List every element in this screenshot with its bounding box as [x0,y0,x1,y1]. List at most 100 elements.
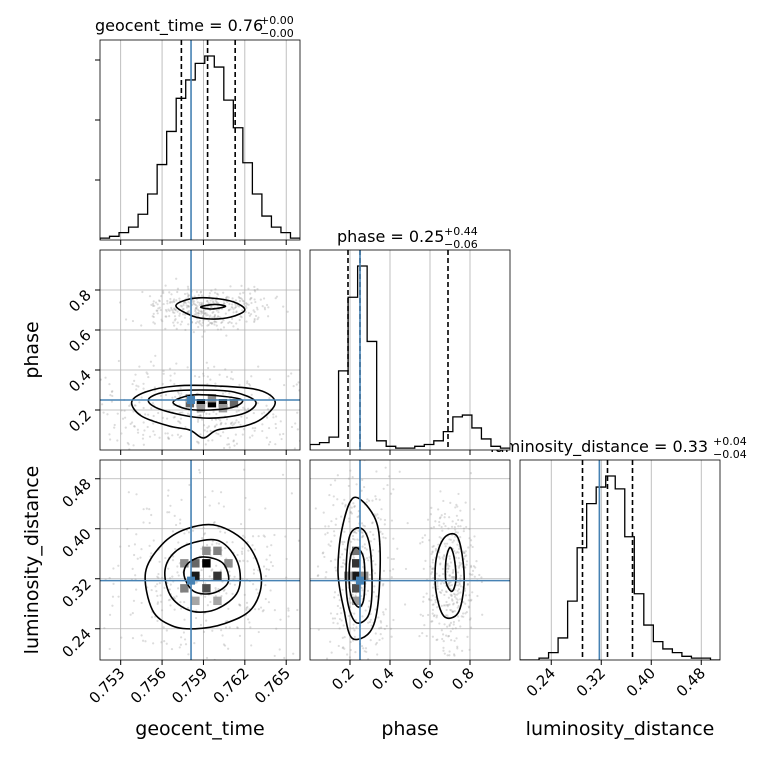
sample-point [333,591,337,594]
sample-point [324,533,327,536]
sample-point [221,392,225,395]
sample-point [92,431,94,433]
contour-luminosity_distance_vs_phase-0 [337,496,382,641]
sample-point [452,577,455,580]
sample-point [231,592,234,595]
sample-point [367,578,371,581]
sample-point [348,709,350,711]
sample-point [210,455,212,457]
sample-point [169,297,172,301]
sample-point [456,589,459,592]
sample-point [469,617,472,620]
sample-point [245,416,249,420]
sample-point [265,404,268,407]
sample-point [403,603,407,606]
sample-point [234,299,238,302]
sample-point [360,531,363,534]
sample-point [217,502,220,505]
sample-point [151,304,155,307]
sample-point [187,287,190,290]
sample-point [196,312,199,315]
sample-point [341,561,345,565]
sample-point [339,607,342,610]
sample-point [446,542,449,545]
sample-point [137,385,140,388]
sample-point [164,432,167,435]
sample-point [176,571,179,574]
sample-point [156,312,159,315]
sample-point [453,526,456,529]
contour-luminosity_distance_vs_geocent_time-2 [183,556,230,595]
sample-point [330,520,333,523]
sample-point [378,498,381,501]
sample-point [263,535,266,538]
sample-point [206,375,209,378]
sample-point [253,298,256,301]
sample-point [220,554,223,557]
sample-point [342,559,345,562]
sample-point [124,426,127,429]
sample-point [251,427,254,430]
sample-point [147,375,150,379]
sample-point [145,371,148,374]
sample-point [440,537,443,540]
y-tick-label-luminosity_distance-1: 0.32 [58,575,94,611]
sample-point [292,652,295,655]
contour-phase_vs_geocent_time-0 [175,296,246,320]
sample-point [259,298,262,301]
sample-point [275,627,278,630]
sample-point [165,310,168,313]
sample-point [165,629,168,632]
sample-point [431,551,434,554]
sample-point [111,595,115,598]
sample-point [201,335,204,338]
sample-point [231,303,234,306]
sample-point [441,529,444,532]
contour-phase_vs_geocent_time-1 [199,303,227,310]
sample-point [455,637,458,640]
sample-point [128,404,131,407]
sample-point [448,654,451,657]
sample-point [439,516,442,519]
x-tick-label-geocent_time-1: 0.756 [127,664,170,707]
sample-point [332,504,335,507]
sample-point [211,439,214,442]
sample-point [200,312,203,315]
sample-point [422,600,425,603]
sample-point [229,285,232,288]
sample-point [248,314,251,317]
sample-point [252,572,256,575]
sample-point [458,561,461,564]
sample-point [158,306,161,309]
sample-point [184,643,188,646]
sample-point [262,534,265,537]
sample-point [322,511,325,514]
sample-point [464,594,467,597]
sample-point [199,310,203,313]
sample-point [222,431,225,434]
sample-point [451,520,454,523]
sample-point [463,551,466,555]
sample-point [106,413,109,416]
sample-point [451,576,454,579]
title-luminosity-distance-minus: −0.04 [713,448,747,461]
sample-point [241,299,245,302]
sample-point [166,302,169,305]
sample-point [381,584,385,587]
contour-luminosity_distance_vs_phase-4 [444,546,457,593]
sample-point [210,322,213,326]
sample-point [235,442,239,445]
sample-point [265,568,268,571]
sample-point [361,732,363,734]
sample-point [459,577,462,580]
sample-point [332,495,335,498]
sample-point [170,308,173,311]
sample-point [449,584,452,587]
sample-point [353,629,356,632]
sample-point [160,295,163,298]
sample-point [206,604,209,607]
sample-point [208,295,211,298]
sample-point [173,315,177,318]
sample-point [148,544,151,547]
sample-point [457,566,461,569]
